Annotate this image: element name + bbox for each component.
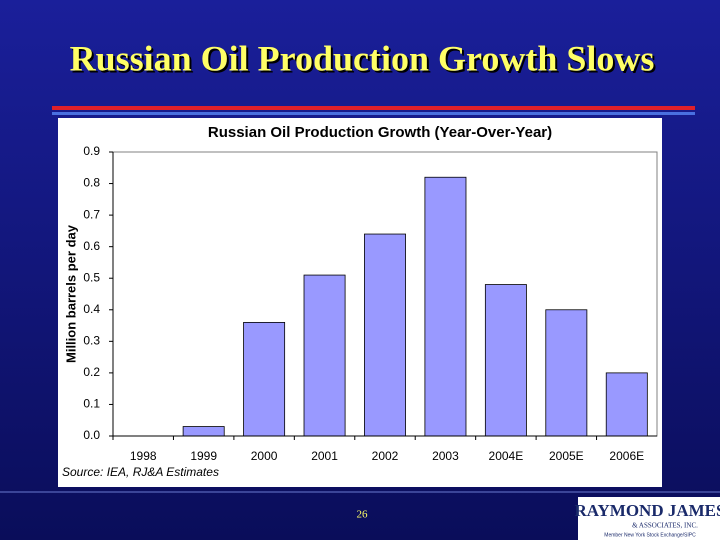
source-note: Source: IEA, RJ&A Estimates xyxy=(62,465,219,479)
y-tick-label: 0.5 xyxy=(83,270,100,284)
y-tick-label: 0.6 xyxy=(83,239,100,253)
x-tick-label: 2002 xyxy=(372,449,399,463)
bar xyxy=(182,426,225,437)
x-tick-label: 2001 xyxy=(311,449,338,463)
y-axis-label: Million barrels per day xyxy=(63,224,78,363)
x-tick-label: 2004E xyxy=(489,449,524,463)
bar xyxy=(545,309,588,437)
bar xyxy=(484,284,527,437)
bar xyxy=(243,321,286,437)
logo-tagline: Member New York Stock Exchange/SIPC xyxy=(604,532,696,538)
bar xyxy=(364,233,406,437)
y-tick-label: 0.4 xyxy=(83,302,100,316)
y-tick-label: 0.9 xyxy=(83,144,100,158)
title-shadow: Russian Oil Production Growth Slows xyxy=(72,40,657,80)
x-tick-label: 2000 xyxy=(251,449,278,463)
page-number: 26 xyxy=(357,509,369,521)
x-tick-label: 1998 xyxy=(130,449,157,463)
x-tick-label: 2006E xyxy=(609,449,644,463)
x-tick-label: 1999 xyxy=(190,449,217,463)
y-tick-label: 0.3 xyxy=(83,334,100,348)
blue-rule xyxy=(52,112,695,115)
y-tick-label: 0.1 xyxy=(83,397,100,411)
logo-name: RAYMOND JAMES xyxy=(575,501,720,520)
x-tick-label: 2003 xyxy=(432,449,459,463)
x-tick-label: 2005E xyxy=(549,449,584,463)
logo-subtitle: & ASSOCIATES, INC. xyxy=(632,522,698,530)
slide-title: Russian Oil Production Growth Slows xyxy=(70,38,655,78)
bar xyxy=(605,372,648,437)
y-tick-label: 0.7 xyxy=(83,207,100,221)
y-tick-label: 0.2 xyxy=(83,365,100,379)
y-tick-label: 0.0 xyxy=(83,428,100,442)
chart-title: Russian Oil Production Growth (Year-Over… xyxy=(208,124,552,141)
bar xyxy=(303,274,346,437)
red-rule xyxy=(52,106,695,110)
logo-box xyxy=(578,497,720,540)
y-tick-label: 0.8 xyxy=(83,176,100,190)
bar xyxy=(424,176,467,437)
